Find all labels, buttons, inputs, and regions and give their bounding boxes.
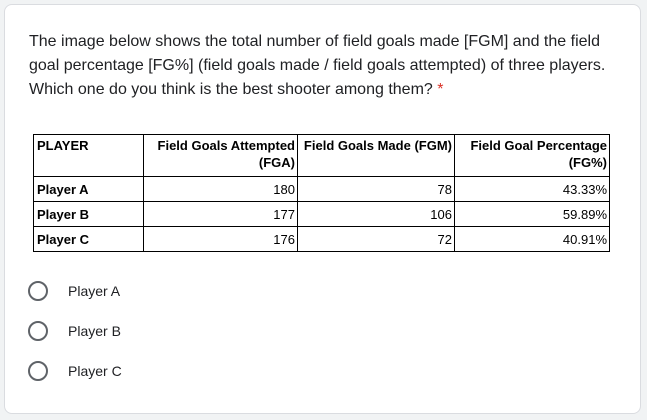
option-player-c[interactable]: Player C [28, 359, 122, 383]
option-player-a[interactable]: Player A [28, 279, 120, 303]
cell-player: Player A [33, 176, 144, 202]
header-fga: Field Goals Attempted (FGA) [143, 134, 298, 177]
option-label: Player C [68, 363, 122, 379]
question-text: The image below shows the total number o… [29, 30, 629, 102]
cell-fgm: 78 [297, 176, 455, 202]
radio-button-icon[interactable] [28, 361, 48, 381]
cell-fga: 180 [143, 176, 298, 202]
cell-fgpct: 40.91% [454, 226, 610, 252]
option-label: Player A [68, 283, 121, 299]
table-row: Player B 177 106 59.89% [33, 201, 610, 227]
header-player: PLAYER [33, 134, 144, 177]
cell-player: Player B [33, 201, 144, 227]
cell-fga: 176 [143, 226, 298, 252]
stats-table: PLAYER Field Goals Attempted (FGA) Field… [33, 134, 610, 252]
cell-fgpct: 43.33% [454, 176, 610, 202]
question-body: The image below shows the total number o… [29, 33, 606, 98]
option-label: Player B [68, 323, 121, 339]
option-player-b[interactable]: Player B [28, 319, 121, 343]
table-row: Player C 176 72 40.91% [33, 226, 610, 252]
radio-button-icon[interactable] [28, 281, 48, 301]
header-fgm: Field Goals Made (FGM) [297, 134, 455, 177]
cell-fgm: 106 [297, 201, 455, 227]
cell-fga: 177 [143, 201, 298, 227]
header-fgpct: Field Goal Percentage (FG%) [454, 134, 610, 177]
cell-fgm: 72 [297, 226, 455, 252]
cell-fgpct: 59.89% [454, 201, 610, 227]
cell-player: Player C [33, 226, 144, 252]
radio-button-icon[interactable] [28, 321, 48, 341]
table-header-row: PLAYER Field Goals Attempted (FGA) Field… [33, 134, 610, 177]
table-row: Player A 180 78 43.33% [33, 176, 610, 202]
required-asterisk: * [437, 81, 444, 98]
